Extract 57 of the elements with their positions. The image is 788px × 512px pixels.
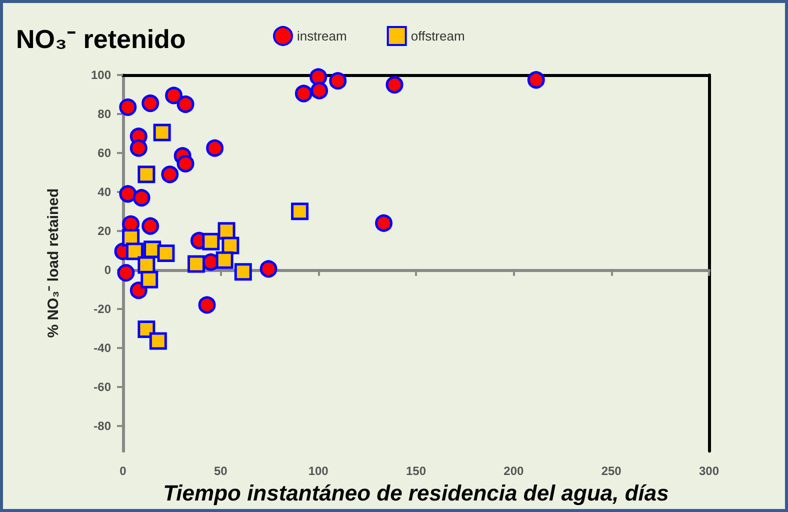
x-axis-title: Tiempo instantáneo de residencia del agua, días <box>163 480 669 506</box>
y-tick-label: 40 <box>98 184 112 199</box>
point <box>260 260 278 278</box>
point <box>310 68 328 86</box>
point <box>216 251 234 269</box>
y-tick-label: 80 <box>98 106 112 121</box>
point <box>119 185 137 203</box>
y-tick-label: 20 <box>98 224 112 238</box>
point <box>329 72 347 90</box>
point <box>176 154 194 172</box>
y-tick-label: -20 <box>94 302 112 316</box>
point <box>234 263 252 281</box>
y-axis-title: % NO₃⁻ load retained <box>45 188 62 338</box>
point <box>138 320 156 338</box>
legend-label: instream <box>297 28 347 44</box>
point <box>176 95 194 113</box>
point <box>165 86 183 104</box>
point <box>117 264 135 282</box>
point <box>149 332 167 350</box>
y-tick-label: 60 <box>98 146 112 160</box>
point <box>153 124 171 142</box>
legend-label: offstream <box>410 28 465 44</box>
x-tick-label: 200 <box>504 464 524 478</box>
point <box>386 76 404 94</box>
point <box>222 236 240 254</box>
y-tick-label: -80 <box>94 418 112 433</box>
point <box>375 214 393 232</box>
x-tick-label: 300 <box>698 464 720 478</box>
point <box>138 256 156 274</box>
point <box>142 94 160 112</box>
point <box>294 84 312 102</box>
point <box>126 242 144 260</box>
point <box>157 244 175 262</box>
point <box>310 82 328 100</box>
x-tick-label: 0 <box>120 464 127 478</box>
x-tick-label: 50 <box>214 464 228 478</box>
x-tick-label: 250 <box>601 464 622 478</box>
point <box>140 270 158 288</box>
point <box>188 255 205 273</box>
point <box>142 217 160 235</box>
y-tick-label: -60 <box>94 380 112 394</box>
chart-title: NO₃⁻ retenido <box>16 24 186 54</box>
y-tick-label: 0 <box>104 262 112 277</box>
point <box>138 166 156 184</box>
point <box>202 232 220 250</box>
x-tick-label: 100 <box>308 464 329 478</box>
point <box>527 71 545 89</box>
point <box>130 139 148 157</box>
point <box>132 189 150 207</box>
y-tick-label: -40 <box>94 340 112 355</box>
point <box>119 98 137 116</box>
point <box>206 139 224 157</box>
x-tick-label: 150 <box>406 464 426 478</box>
point <box>198 296 216 314</box>
point <box>291 202 309 220</box>
y-tick-label: 100 <box>90 68 112 82</box>
point <box>161 166 179 184</box>
